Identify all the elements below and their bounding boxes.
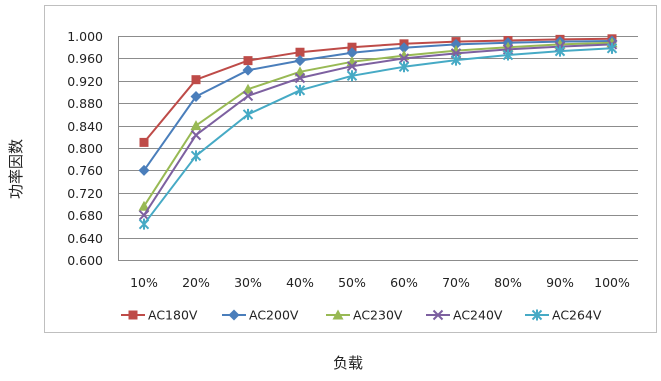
series-line-ac180v xyxy=(143,37,613,144)
data-point-ac200v xyxy=(450,38,462,50)
legend-label: AC180V xyxy=(148,308,198,323)
data-point-ac200v xyxy=(138,164,150,176)
legend-marker-ac230v xyxy=(332,309,344,320)
legend-label: AC200V xyxy=(249,308,299,323)
legend: AC180V AC200V AC230V AC240V AC264V xyxy=(121,308,602,323)
data-point-ac230v xyxy=(190,120,202,131)
data-point-ac264v xyxy=(346,70,358,82)
data-point-ac230v xyxy=(138,200,150,211)
x-tick-label: 70% xyxy=(442,275,470,290)
data-point-ac240v xyxy=(294,72,306,84)
data-point-ac240v xyxy=(138,209,150,221)
data-point-ac200v xyxy=(346,47,358,59)
y-tick-label: 0.680 xyxy=(67,208,103,223)
x-tick-label: 60% xyxy=(390,275,418,290)
data-point-ac264v xyxy=(294,84,306,96)
legend-label: AC240V xyxy=(453,308,503,323)
y-tick-label: 1.000 xyxy=(67,29,103,44)
y-tick-label: 0.880 xyxy=(67,96,103,111)
series-line-ac230v xyxy=(143,41,613,207)
axes: 0.600 0.640 0.680 0.720 0.760 0.800 0.840 0.880… xyxy=(67,29,630,290)
x-tick-label: 80% xyxy=(494,275,522,290)
data-point-ac200v xyxy=(398,42,410,54)
y-axis-title: 功率因数 xyxy=(7,139,25,199)
x-tick-label: 40% xyxy=(286,275,314,290)
data-point-ac180v xyxy=(347,42,357,52)
x-tick-label: 100% xyxy=(594,275,630,290)
x-tick-label: 50% xyxy=(338,275,366,290)
y-tick-label: 0.600 xyxy=(67,253,103,268)
data-point-ac264v xyxy=(502,49,514,61)
data-point-ac200v xyxy=(190,90,202,102)
x-axis-title: 负载 xyxy=(333,354,363,372)
data-point-ac180v xyxy=(295,47,305,57)
data-point-ac264v xyxy=(190,150,202,162)
y-tick-label: 0.640 xyxy=(67,231,103,246)
y-tick-label: 0.920 xyxy=(67,74,103,89)
data-point-ac180v xyxy=(191,75,201,85)
y-tick-label: 0.960 xyxy=(67,51,103,66)
series-lines xyxy=(138,34,618,230)
series-line-ac200v xyxy=(143,40,613,171)
data-point-ac264v xyxy=(554,45,566,57)
data-point-ac240v xyxy=(346,61,358,72)
legend-label: AC230V xyxy=(353,308,403,323)
legend-marker-ac240v xyxy=(432,309,444,321)
data-point-ac230v xyxy=(242,83,254,94)
data-point-ac180v xyxy=(243,56,253,66)
y-tick-label: 0.840 xyxy=(67,119,103,134)
data-point-ac200v xyxy=(294,55,306,67)
y-tick-label: 0.800 xyxy=(67,141,103,156)
data-point-ac264v xyxy=(242,108,254,120)
legend-label: AC264V xyxy=(552,308,602,323)
legend-marker-ac264v xyxy=(531,309,543,321)
legend-marker-ac180v xyxy=(128,310,138,320)
series-line-ac240v xyxy=(143,43,613,216)
data-point-ac264v xyxy=(138,218,150,230)
data-point-ac264v xyxy=(450,54,462,66)
data-point-ac240v xyxy=(242,90,254,102)
data-point-ac240v xyxy=(190,129,202,141)
data-point-ac240v xyxy=(398,53,410,64)
x-tick-label: 30% xyxy=(234,275,262,290)
x-tick-label: 90% xyxy=(546,275,574,290)
legend-marker-ac200v xyxy=(228,309,240,321)
data-point-ac264v xyxy=(606,42,618,54)
x-tick-label: 20% xyxy=(182,275,210,290)
data-point-ac264v xyxy=(398,61,410,73)
x-tick-label: 10% xyxy=(130,275,158,290)
y-tick-label: 0.760 xyxy=(67,163,103,178)
y-tick-label: 0.720 xyxy=(67,186,103,201)
data-point-ac200v xyxy=(242,64,254,76)
data-point-ac180v xyxy=(139,137,149,147)
series-line-ac264v xyxy=(143,47,613,225)
